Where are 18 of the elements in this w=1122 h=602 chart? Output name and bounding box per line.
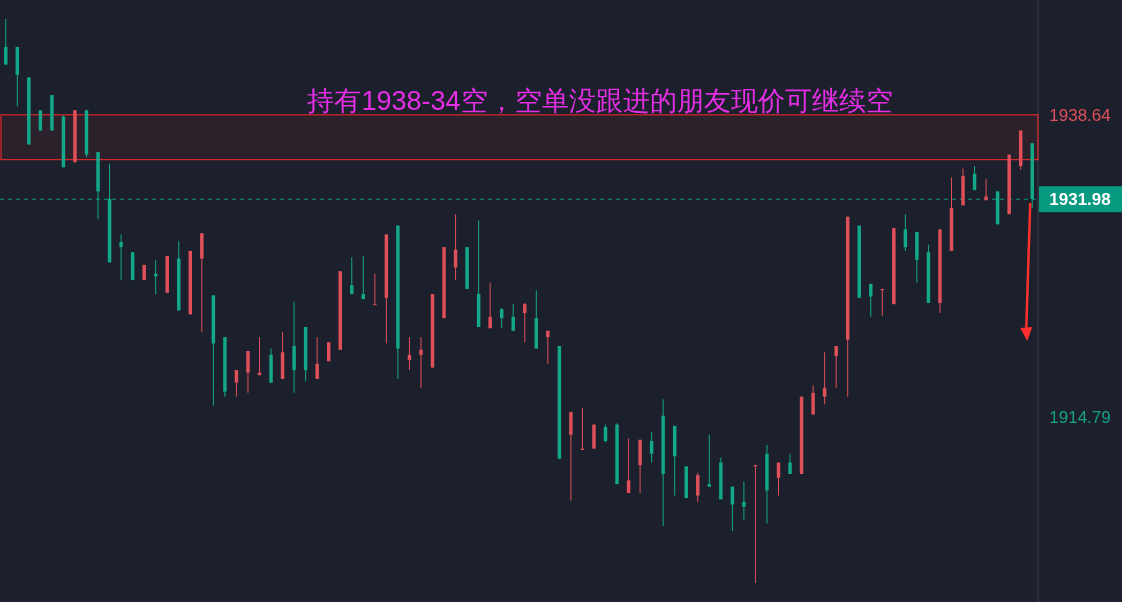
candlestick — [811, 384, 815, 415]
text: 持有1938-34空，空单没跟进的朋友现价可继续空 — [307, 86, 893, 116]
candlestick — [246, 350, 250, 394]
candlestick — [546, 330, 550, 365]
candlestick — [38, 109, 43, 132]
candlestick — [696, 472, 700, 503]
candlestick — [119, 233, 123, 281]
candlestick — [488, 282, 492, 329]
candlestick — [419, 336, 423, 389]
candlestick — [569, 411, 573, 502]
candlestick — [742, 481, 746, 521]
ref-line-label: 1931.98 — [1049, 190, 1111, 210]
candlestick — [834, 345, 838, 389]
y-tick-label: 1938.64 — [1049, 105, 1111, 125]
candlestick — [315, 336, 319, 380]
candlestick — [707, 434, 712, 488]
candlestick — [373, 273, 377, 306]
y-tick-label: 1914.79 — [1049, 408, 1111, 428]
